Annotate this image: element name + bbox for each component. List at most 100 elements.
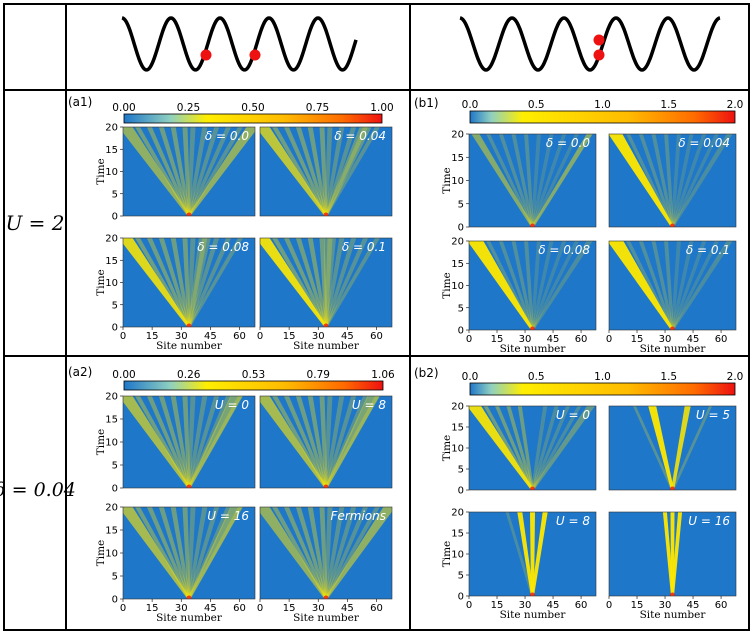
light-cone-beam xyxy=(187,396,243,488)
x-tick-label: 60 xyxy=(575,334,588,345)
x-tick-label: 60 xyxy=(370,603,383,614)
wave-curve-right xyxy=(459,16,721,72)
colorbar-tick-label: 1.5 xyxy=(660,99,677,111)
subplot-label: U = 8 xyxy=(556,514,590,528)
subplot-label: U = 16 xyxy=(688,514,730,528)
light-cone xyxy=(123,238,243,327)
light-cone-beam xyxy=(295,396,328,488)
light-cone-beam xyxy=(531,134,593,227)
subplot-label: δ = 0.1 xyxy=(686,243,730,257)
light-cone-beam xyxy=(187,396,243,488)
colorbar xyxy=(469,382,736,396)
heatmap-background xyxy=(260,396,392,488)
y-tick-label: 5 xyxy=(112,572,118,583)
y-tick-label: 10 xyxy=(451,444,464,455)
heatmap-background xyxy=(260,238,392,327)
y-tick-label: 20 xyxy=(451,130,464,141)
light-cone xyxy=(260,238,380,327)
subplot-label: U = 16 xyxy=(207,509,249,523)
light-cone-beam xyxy=(671,134,694,227)
subplot-frame xyxy=(608,133,737,228)
light-cone-beam xyxy=(187,396,196,488)
y-axis-label: Time xyxy=(95,429,107,456)
y-tick-label: 10 xyxy=(451,281,464,292)
light-cone-beam xyxy=(524,241,534,330)
x-tick-label: 30 xyxy=(659,600,672,611)
light-cone-beam xyxy=(135,507,191,599)
heatmap-background xyxy=(123,127,255,216)
x-tick-label: 0 xyxy=(257,331,263,342)
light-cone xyxy=(609,134,733,227)
y-tick-label: 15 xyxy=(451,423,464,434)
light-cone-beam xyxy=(324,507,357,599)
x-tick-label: 30 xyxy=(175,331,188,342)
light-cone-beam xyxy=(531,241,554,330)
y-tick-label: 10 xyxy=(451,176,464,187)
origin-spot xyxy=(323,323,329,327)
x-tick-label: 60 xyxy=(233,603,246,614)
light-cone-beam xyxy=(187,238,232,327)
y-tick-label: 10 xyxy=(105,278,118,289)
subplot-label: U = 5 xyxy=(696,408,730,422)
subplot: U = 8 0 5 10 15 20 Time 0 15 30 45 60 Site number xyxy=(441,508,597,621)
light-cone-beam xyxy=(324,396,369,488)
light-cone-beam xyxy=(187,127,208,216)
y-tick-label: 20 xyxy=(451,237,464,248)
colorbar-tick-label: 0.00 xyxy=(112,102,135,114)
particle-dot xyxy=(200,49,212,61)
y-tick-label: 0 xyxy=(458,486,464,497)
light-cone-beam xyxy=(307,238,328,327)
x-axis-label: Site number xyxy=(640,609,707,621)
light-cone-beam xyxy=(483,406,534,490)
light-cone-beam xyxy=(609,241,674,330)
x-tick-label: 30 xyxy=(312,331,325,342)
light-cone-beam xyxy=(283,127,328,216)
wave-curve-left xyxy=(121,16,358,72)
light-cone-beam xyxy=(626,241,674,330)
x-tick-label: 0 xyxy=(466,600,472,611)
light-cone-beam xyxy=(638,134,674,227)
panel-tag: (b2) xyxy=(414,366,439,380)
row-label-u: U = 2 xyxy=(5,211,64,235)
header-wave-illustrations xyxy=(121,16,721,72)
y-tick-label: 10 xyxy=(105,549,118,560)
light-cone-beam xyxy=(632,406,674,490)
x-tick-label: 15 xyxy=(283,331,296,342)
colorbar-tick-label: 0.5 xyxy=(528,371,545,383)
light-cone-beam xyxy=(187,127,196,216)
x-tick-label: 45 xyxy=(341,603,354,614)
x-tick-label: 30 xyxy=(312,603,325,614)
light-cone-beam xyxy=(517,512,534,596)
subplot-frame xyxy=(608,511,737,597)
light-cone-beam xyxy=(531,134,541,227)
subplot-label: U = 0 xyxy=(556,408,590,422)
light-cone xyxy=(471,134,593,227)
light-cone-beam xyxy=(324,507,333,599)
colorbar-tick-label: 1.5 xyxy=(660,371,677,383)
light-cone-beam xyxy=(187,238,211,327)
y-tick-label: 0 xyxy=(112,484,118,495)
panel-a2: (a2) 0.00 0.26 0.53 0.79 1.06 U = 0 0 5 10 15 20 Tim… xyxy=(68,365,395,624)
origin-spot xyxy=(530,486,535,490)
row-label-delta: δ = 0.04 xyxy=(0,479,76,501)
colorbar-tick-label: 0.26 xyxy=(177,369,201,381)
light-cone xyxy=(260,507,392,599)
origin-spot xyxy=(323,595,329,599)
light-cone-beam xyxy=(517,406,534,490)
light-cone-beam xyxy=(648,406,674,490)
heatmap-background xyxy=(469,406,596,490)
y-tick-label: 5 xyxy=(112,300,118,311)
particle-dot xyxy=(593,34,605,46)
light-cone-beam xyxy=(187,396,232,488)
light-cone xyxy=(632,406,713,490)
x-tick-label: 45 xyxy=(204,331,217,342)
origin-spot xyxy=(670,486,675,490)
origin-spot xyxy=(670,326,675,330)
subplot-frame xyxy=(259,237,393,328)
x-axis-label: Site number xyxy=(293,340,360,352)
origin-spot xyxy=(186,212,192,216)
light-cone-beam xyxy=(671,134,707,227)
light-cone-beam xyxy=(671,241,733,330)
subplot: δ = 0.0 0 5 10 15 20 Time xyxy=(95,123,256,223)
